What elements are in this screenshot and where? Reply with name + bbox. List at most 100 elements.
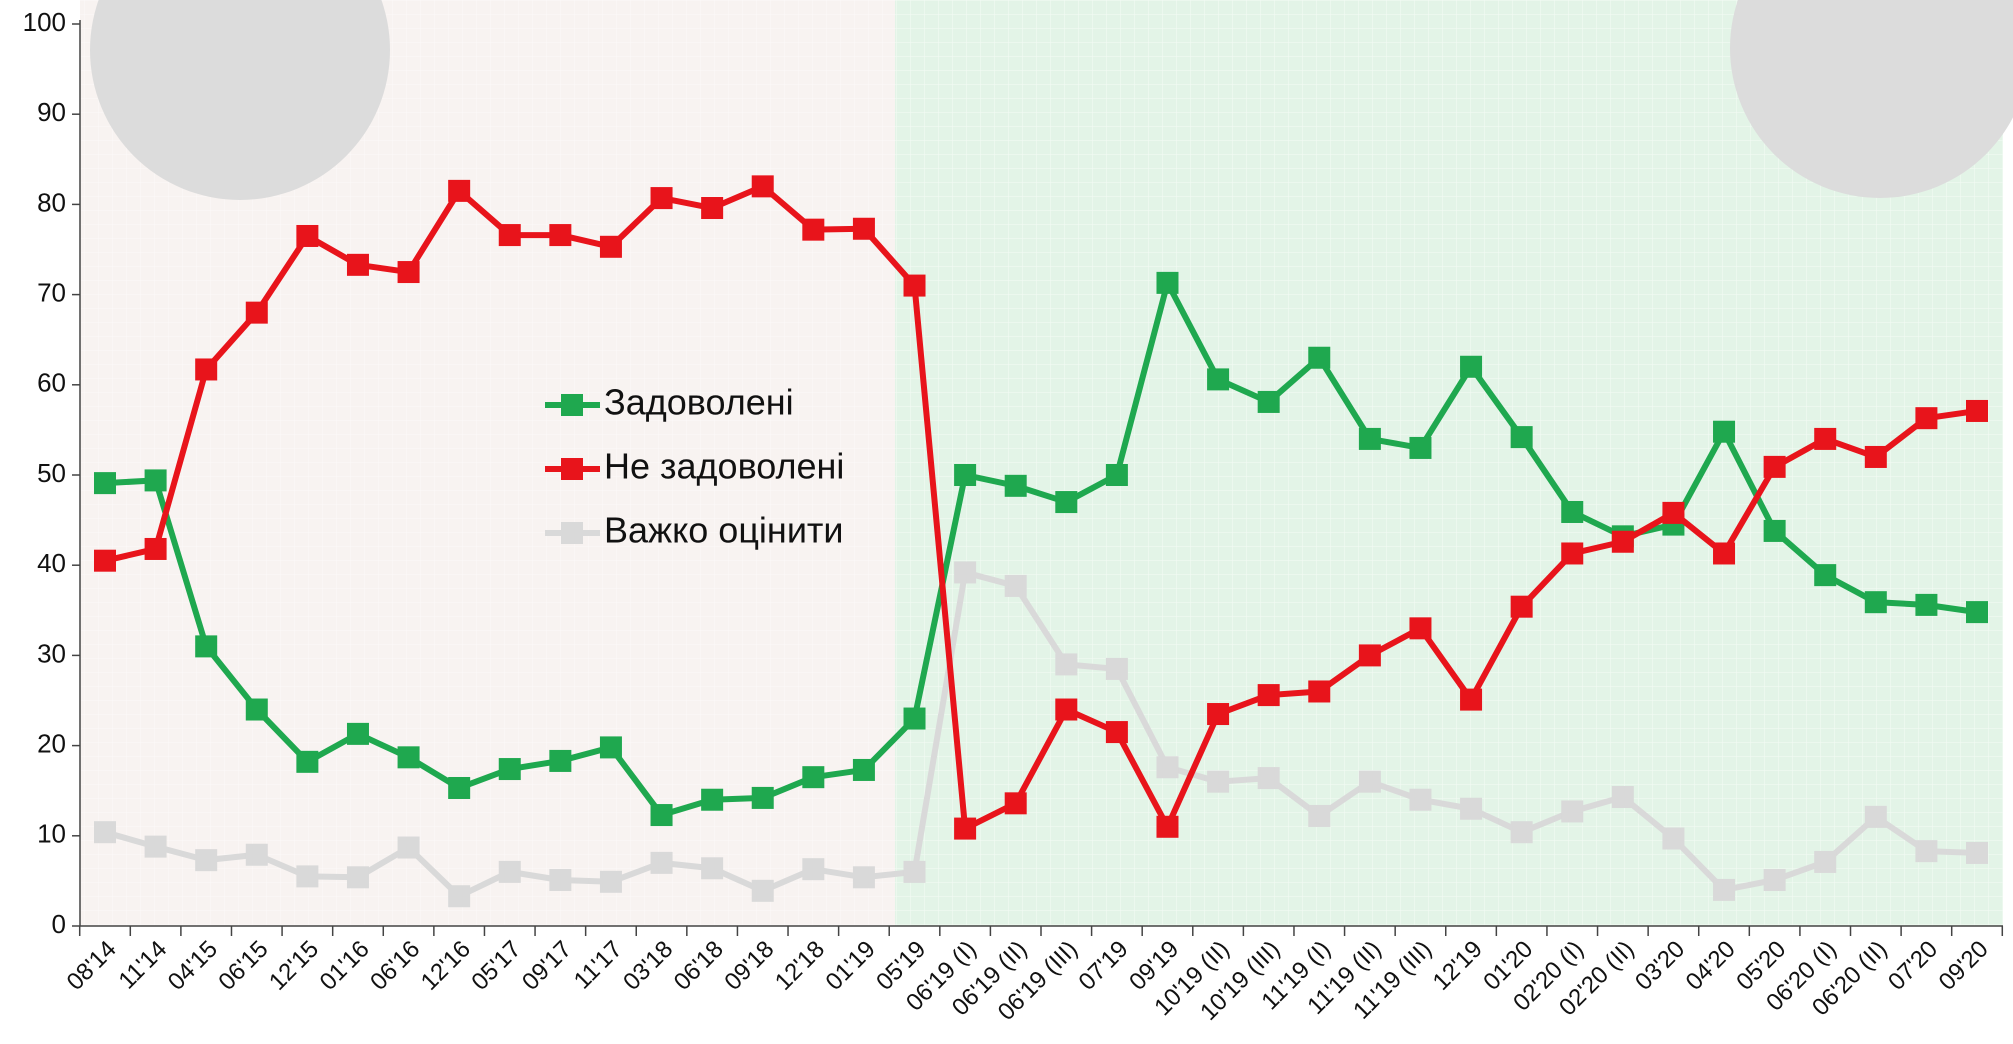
- data-marker: [954, 561, 976, 583]
- data-marker: [600, 871, 622, 893]
- x-tick-label: 11'17: [569, 936, 628, 995]
- data-marker: [1612, 531, 1634, 553]
- data-marker: [752, 175, 774, 197]
- data-marker: [1764, 520, 1786, 542]
- data-marker: [1258, 767, 1280, 789]
- data-marker: [246, 302, 268, 324]
- data-marker: [549, 869, 571, 891]
- data-marker: [1662, 828, 1684, 850]
- data-marker: [1207, 703, 1229, 725]
- data-marker: [296, 225, 318, 247]
- data-marker: [347, 723, 369, 745]
- data-marker: [1713, 421, 1735, 443]
- data-marker: [1814, 851, 1836, 873]
- data-marker: [195, 849, 217, 871]
- data-marker: [1915, 407, 1937, 429]
- data-marker: [1865, 591, 1887, 613]
- data-marker: [853, 759, 875, 781]
- data-marker: [1106, 721, 1128, 743]
- x-tick-label: 08'14: [62, 936, 122, 996]
- data-marker: [1106, 658, 1128, 680]
- data-marker: [701, 789, 723, 811]
- data-marker: [1207, 771, 1229, 793]
- data-marker: [145, 469, 167, 491]
- data-marker: [1308, 805, 1330, 827]
- x-tick-label: 05'17: [466, 936, 526, 996]
- page: {"chart_data": {"type": "line", "categor…: [0, 0, 2013, 1044]
- x-tick-label: 12'18: [770, 936, 830, 996]
- legend-label: Не задоволені: [604, 446, 844, 487]
- data-marker: [853, 866, 875, 888]
- data-marker: [1460, 356, 1482, 378]
- data-marker: [853, 218, 875, 240]
- data-marker: [1258, 684, 1280, 706]
- data-marker: [1915, 594, 1937, 616]
- data-marker: [904, 861, 926, 883]
- data-marker: [1511, 426, 1533, 448]
- legend-swatch: [561, 458, 583, 480]
- data-marker: [802, 858, 824, 880]
- data-marker: [1814, 564, 1836, 586]
- x-tick-label: 11'14: [113, 936, 172, 995]
- data-marker: [448, 777, 470, 799]
- data-marker: [1561, 542, 1583, 564]
- x-tick-label: 09'17: [517, 936, 577, 996]
- y-tick-label: 40: [37, 548, 66, 578]
- data-marker: [1561, 800, 1583, 822]
- y-tick-label: 20: [37, 728, 66, 758]
- data-marker: [1055, 491, 1077, 513]
- data-marker: [94, 821, 116, 843]
- legend-swatch: [561, 394, 583, 416]
- y-tick-label: 30: [37, 638, 66, 668]
- x-tick-label: 12'19: [1428, 936, 1488, 996]
- data-marker: [145, 538, 167, 560]
- data-marker: [752, 880, 774, 902]
- y-tick-label: 100: [23, 7, 66, 37]
- data-marker: [1359, 644, 1381, 666]
- data-marker: [954, 464, 976, 486]
- data-marker: [600, 736, 622, 758]
- data-marker: [1258, 391, 1280, 413]
- data-marker: [398, 261, 420, 283]
- data-marker: [145, 836, 167, 858]
- data-marker: [1612, 786, 1634, 808]
- data-marker: [1814, 428, 1836, 450]
- data-marker: [1460, 798, 1482, 820]
- data-marker: [347, 866, 369, 888]
- data-marker: [195, 635, 217, 657]
- data-marker: [904, 275, 926, 297]
- data-marker: [1359, 428, 1381, 450]
- legend-label: Важко оцінити: [604, 510, 844, 551]
- x-tick-label: 01'16: [315, 936, 375, 996]
- data-marker: [1055, 699, 1077, 721]
- data-marker: [549, 750, 571, 772]
- data-marker: [904, 708, 926, 730]
- y-tick-label: 70: [37, 277, 66, 307]
- data-marker: [600, 236, 622, 258]
- data-marker: [1156, 816, 1178, 838]
- data-marker: [296, 751, 318, 773]
- legend-label: Задоволені: [604, 382, 794, 423]
- data-marker: [701, 857, 723, 879]
- y-tick-label: 90: [37, 97, 66, 127]
- data-marker: [246, 699, 268, 721]
- data-marker: [1865, 806, 1887, 828]
- x-tick-label: 06'15: [213, 936, 273, 996]
- data-marker: [296, 865, 318, 887]
- data-marker: [347, 254, 369, 276]
- data-marker: [701, 197, 723, 219]
- data-marker: [94, 472, 116, 494]
- data-marker: [1713, 542, 1735, 564]
- x-tick-label: 09'20: [1934, 936, 1994, 996]
- data-marker: [954, 818, 976, 840]
- data-marker: [1966, 400, 1988, 422]
- data-marker: [398, 746, 420, 768]
- y-tick-label: 80: [37, 187, 66, 217]
- x-tick-label: 12'16: [416, 936, 476, 996]
- data-marker: [1460, 689, 1482, 711]
- x-tick-label: 06'16: [365, 936, 425, 996]
- data-marker: [651, 804, 673, 826]
- x-tick-label: 07'20: [1883, 936, 1943, 996]
- data-marker: [1409, 617, 1431, 639]
- background-grid: [80, 0, 2003, 926]
